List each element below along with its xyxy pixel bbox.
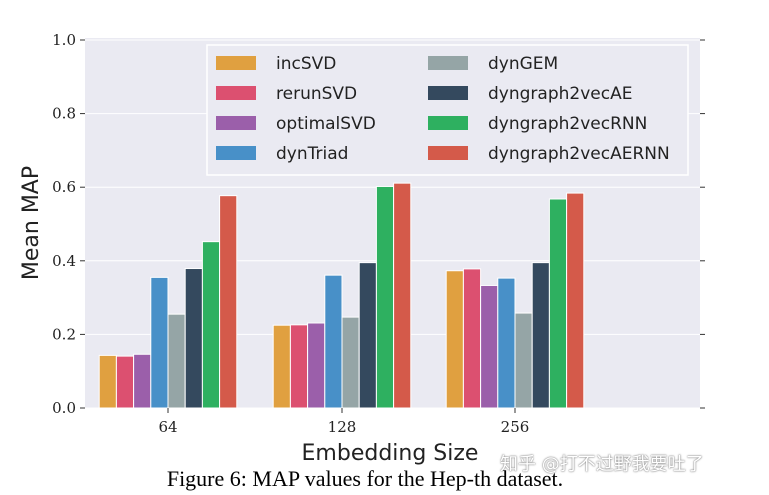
legend-swatch-optimalSVD (216, 116, 256, 130)
y-tick-label: 0.6 (52, 178, 76, 196)
bar-dyngraph2vecAE-256 (531, 262, 550, 409)
bar-dyngraph2vecRNN-64 (201, 241, 221, 409)
watermark: 知乎 @打不过野我要吐了 (500, 454, 704, 475)
y-tick-label: 1.0 (52, 31, 76, 49)
legend-swatch-incSVD (216, 56, 256, 70)
bar-dyngraph2vecAE-64 (184, 268, 203, 409)
bar-rerunSVD-256 (462, 268, 482, 409)
legend-swatch-dynGEM (428, 56, 468, 70)
bar-dyngraph2vecRNN-256 (548, 198, 568, 409)
bar-incSVD-256 (445, 270, 464, 409)
figure-caption: Figure 6: MAP values for the Hep-th data… (166, 466, 564, 491)
bar-dynTriad-64 (150, 276, 169, 409)
legend-swatch-dyngraph2vecAERNN (428, 146, 468, 160)
bar-optimalSVD-256 (480, 284, 499, 409)
bar-incSVD-128 (272, 324, 291, 409)
y-tick-label: 0.2 (52, 325, 76, 343)
bar-optimalSVD-128 (307, 322, 326, 409)
legend: incSVD rerunSVD optimalSVD dynTriad dynGEM dy… (206, 44, 689, 176)
legend-swatch-dyngraph2vecAE (428, 86, 468, 100)
y-tick-label: 0.4 (52, 252, 76, 270)
x-tick-label: 128 (328, 418, 357, 436)
legend-label: dyngraph2vecRNN (488, 114, 647, 134)
bar-dyngraph2vecAERNN-64 (219, 195, 238, 409)
bar-dyngraph2vecAERNN-256 (566, 192, 585, 409)
bar-dynGEM-256 (514, 312, 533, 409)
bar-dyngraph2vecAERNN-128 (393, 182, 412, 409)
legend-label: dyngraph2vecAE (488, 84, 632, 104)
legend-swatch-dyngraph2vecRNN (428, 116, 468, 130)
bar-rerunSVD-128 (289, 324, 309, 409)
bar-dyngraph2vecAE-128 (358, 262, 377, 409)
bar-optimalSVD-64 (133, 353, 152, 409)
y-tick-label: 0.8 (52, 105, 76, 123)
legend-label: dyngraph2vecAERNN (488, 144, 670, 164)
bar-dynGEM-64 (167, 313, 186, 409)
legend-swatch-dynTriad (216, 146, 256, 160)
legend-label: dynGEM (488, 54, 558, 74)
legend-swatch-rerunSVD (216, 86, 256, 100)
x-axis-label: Embedding Size (302, 441, 479, 466)
legend-label: rerunSVD (276, 84, 357, 104)
legend-label: optimalSVD (276, 114, 376, 134)
bar-rerunSVD-64 (115, 355, 135, 409)
y-tick-label: 0.0 (52, 399, 76, 417)
bar-dynGEM-128 (341, 316, 360, 409)
x-tick-label: 256 (501, 418, 530, 436)
bar-dyngraph2vecRNN-128 (375, 185, 395, 409)
bar-incSVD-64 (98, 354, 117, 409)
legend-label: dynTriad (276, 144, 348, 164)
bar-dynTriad-256 (497, 277, 516, 409)
bar-dynTriad-128 (324, 274, 343, 409)
legend-label: incSVD (276, 54, 336, 74)
x-tick-label: 64 (158, 418, 177, 436)
y-axis-label: Mean MAP (19, 166, 44, 280)
